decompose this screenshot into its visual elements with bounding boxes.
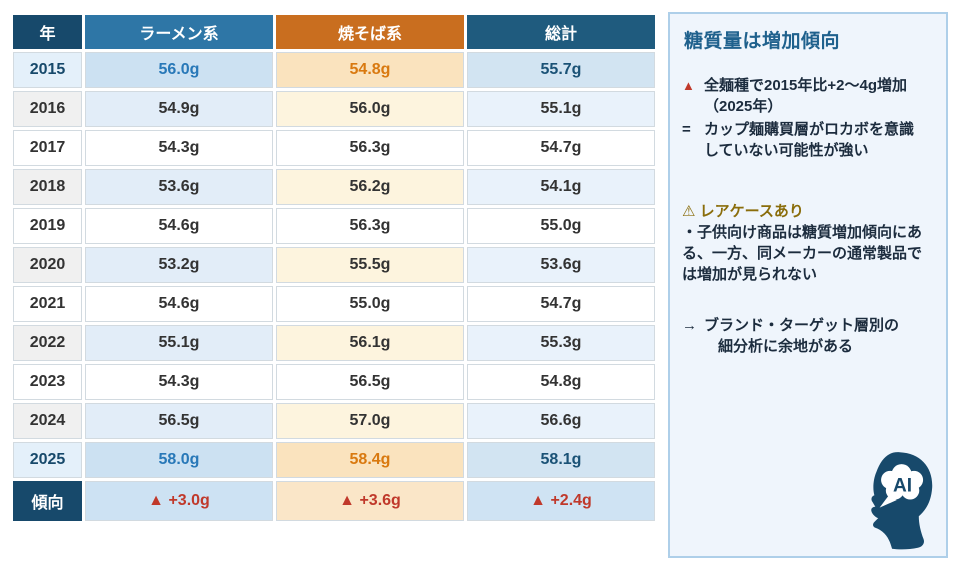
trend-row: 傾向 ▲ +3.0g ▲ +3.6g ▲ +2.4g <box>13 481 655 521</box>
col-header-year: 年 <box>13 15 82 49</box>
warning-body: ・子供向け商品は糖質増加傾向にある、一方、同メーカーの通常製品では増加が見られな… <box>682 224 923 283</box>
yakisoba-value-cell: 56.3g <box>276 208 464 244</box>
table-row: 2015 56.0g 54.8g 55.7g <box>13 52 655 88</box>
total-value-cell: 55.3g <box>467 325 655 361</box>
ramen-value-cell: 54.6g <box>85 208 273 244</box>
year-cell: 2025 <box>13 442 82 478</box>
table-row: 2020 53.2g 55.5g 53.6g <box>13 247 655 283</box>
ramen-value-cell: 54.9g <box>85 91 273 127</box>
implication-text: カップ麺購買層がロカボを意識 していない可能性が強い <box>704 119 914 161</box>
finding-line1: 全麺種で2015年比+2～4g増加 <box>704 77 907 94</box>
year-cell: 2019 <box>13 208 82 244</box>
table-row: 2023 54.3g 56.5g 54.8g <box>13 364 655 400</box>
total-value-cell: 54.8g <box>467 364 655 400</box>
ramen-value-cell: 56.5g <box>85 403 273 439</box>
table-row: 2022 55.1g 56.1g 55.3g <box>13 325 655 361</box>
trend-yakisoba-cell: ▲ +3.6g <box>276 481 464 521</box>
ramen-value-cell: 56.0g <box>85 52 273 88</box>
implication-line1: カップ麺購買層がロカボを意識 <box>704 121 915 138</box>
total-value-cell: 58.1g <box>467 442 655 478</box>
ai-label: AI <box>893 475 912 496</box>
table-row: 2017 54.3g 56.3g 54.7g <box>13 130 655 166</box>
table-row: 2019 54.6g 56.3g 55.0g <box>13 208 655 244</box>
table-row: 2024 56.5g 57.0g 56.6g <box>13 403 655 439</box>
year-cell: 2023 <box>13 364 82 400</box>
yakisoba-value-cell: 56.5g <box>276 364 464 400</box>
year-cell: 2018 <box>13 169 82 205</box>
yakisoba-value-cell: 55.5g <box>276 247 464 283</box>
ramen-value-cell: 58.0g <box>85 442 273 478</box>
header-row: 年 ラーメン系 焼そば系 総計 <box>13 15 655 49</box>
yakisoba-value-cell: 57.0g <box>276 403 464 439</box>
implication-item: = カップ麺購買層がロカボを意識 していない可能性が強い <box>682 119 934 161</box>
trend-label-cell: 傾向 <box>13 481 82 521</box>
table-row: 2016 54.9g 56.0g 55.1g <box>13 91 655 127</box>
year-cell: 2015 <box>13 52 82 88</box>
year-cell: 2024 <box>13 403 82 439</box>
ramen-value-cell: 54.3g <box>85 130 273 166</box>
total-value-cell: 54.7g <box>467 286 655 322</box>
total-value-cell: 55.7g <box>467 52 655 88</box>
yakisoba-value-cell: 56.0g <box>276 91 464 127</box>
year-cell: 2017 <box>13 130 82 166</box>
next-step-text: ブランド・ターゲット層別の細分析に余地がある <box>704 315 899 357</box>
finding-line2: （2025年） <box>704 98 783 115</box>
finding-item: ▲ 全麺種で2015年比+2～4g増加 （2025年） <box>682 75 934 117</box>
ai-head-icon: AI <box>850 450 936 550</box>
next-step-line1: ブランド・ターゲット層別の <box>704 317 900 334</box>
col-header-yakisoba: 焼そば系 <box>276 15 464 49</box>
ramen-value-cell: 54.6g <box>85 286 273 322</box>
year-cell: 2016 <box>13 91 82 127</box>
yakisoba-value-cell: 54.8g <box>276 52 464 88</box>
ramen-value-cell: 54.3g <box>85 364 273 400</box>
trend-total-cell: ▲ +2.4g <box>467 481 655 521</box>
implication-line2: していない可能性が強い <box>704 142 869 159</box>
total-value-cell: 53.6g <box>467 247 655 283</box>
table-body: 2015 56.0g 54.8g 55.7g 2016 54.9g 56.0g … <box>13 52 655 478</box>
yakisoba-value-cell: 56.1g <box>276 325 464 361</box>
total-value-cell: 56.6g <box>467 403 655 439</box>
col-header-total: 総計 <box>467 15 655 49</box>
finding-text: 全麺種で2015年比+2～4g増加 （2025年） <box>704 75 907 117</box>
yakisoba-value-cell: 56.3g <box>276 130 464 166</box>
yakisoba-value-cell: 55.0g <box>276 286 464 322</box>
brain-shape <box>879 464 924 508</box>
insight-panel: 糖質量は増加傾向 ▲ 全麺種で2015年比+2～4g増加 （2025年） = カッ… <box>668 12 948 558</box>
triangle-up-icon: ▲ <box>682 78 695 93</box>
year-cell: 2022 <box>13 325 82 361</box>
sugar-content-table: 年 ラーメン系 焼そば系 総計 2015 56.0g 54.8g 55.7g 2… <box>10 12 658 524</box>
ramen-value-cell: 53.2g <box>85 247 273 283</box>
total-value-cell: 55.1g <box>467 91 655 127</box>
yakisoba-value-cell: 56.2g <box>276 169 464 205</box>
trend-ramen-cell: ▲ +3.0g <box>85 481 273 521</box>
next-step-item: → ブランド・ターゲット層別の細分析に余地がある <box>682 315 934 357</box>
panel-title: 糖質量は増加傾向 <box>684 31 841 52</box>
next-step-line2: 細分析に余地がある <box>718 338 854 355</box>
ramen-value-cell: 55.1g <box>85 325 273 361</box>
equals-marker: = <box>682 121 691 138</box>
yakisoba-value-cell: 58.4g <box>276 442 464 478</box>
year-cell: 2021 <box>13 286 82 322</box>
arrow-right-icon: → <box>682 317 697 334</box>
table-row: 2021 54.6g 55.0g 54.7g <box>13 286 655 322</box>
year-cell: 2020 <box>13 247 82 283</box>
total-value-cell: 54.1g <box>467 169 655 205</box>
ramen-value-cell: 53.6g <box>85 169 273 205</box>
col-header-ramen: ラーメン系 <box>85 15 273 49</box>
warning-heading: ⚠ レアケースあり <box>682 203 804 220</box>
total-value-cell: 55.0g <box>467 208 655 244</box>
table-row: 2025 58.0g 58.4g 58.1g <box>13 442 655 478</box>
total-value-cell: 54.7g <box>467 130 655 166</box>
table-row: 2018 53.6g 56.2g 54.1g <box>13 169 655 205</box>
